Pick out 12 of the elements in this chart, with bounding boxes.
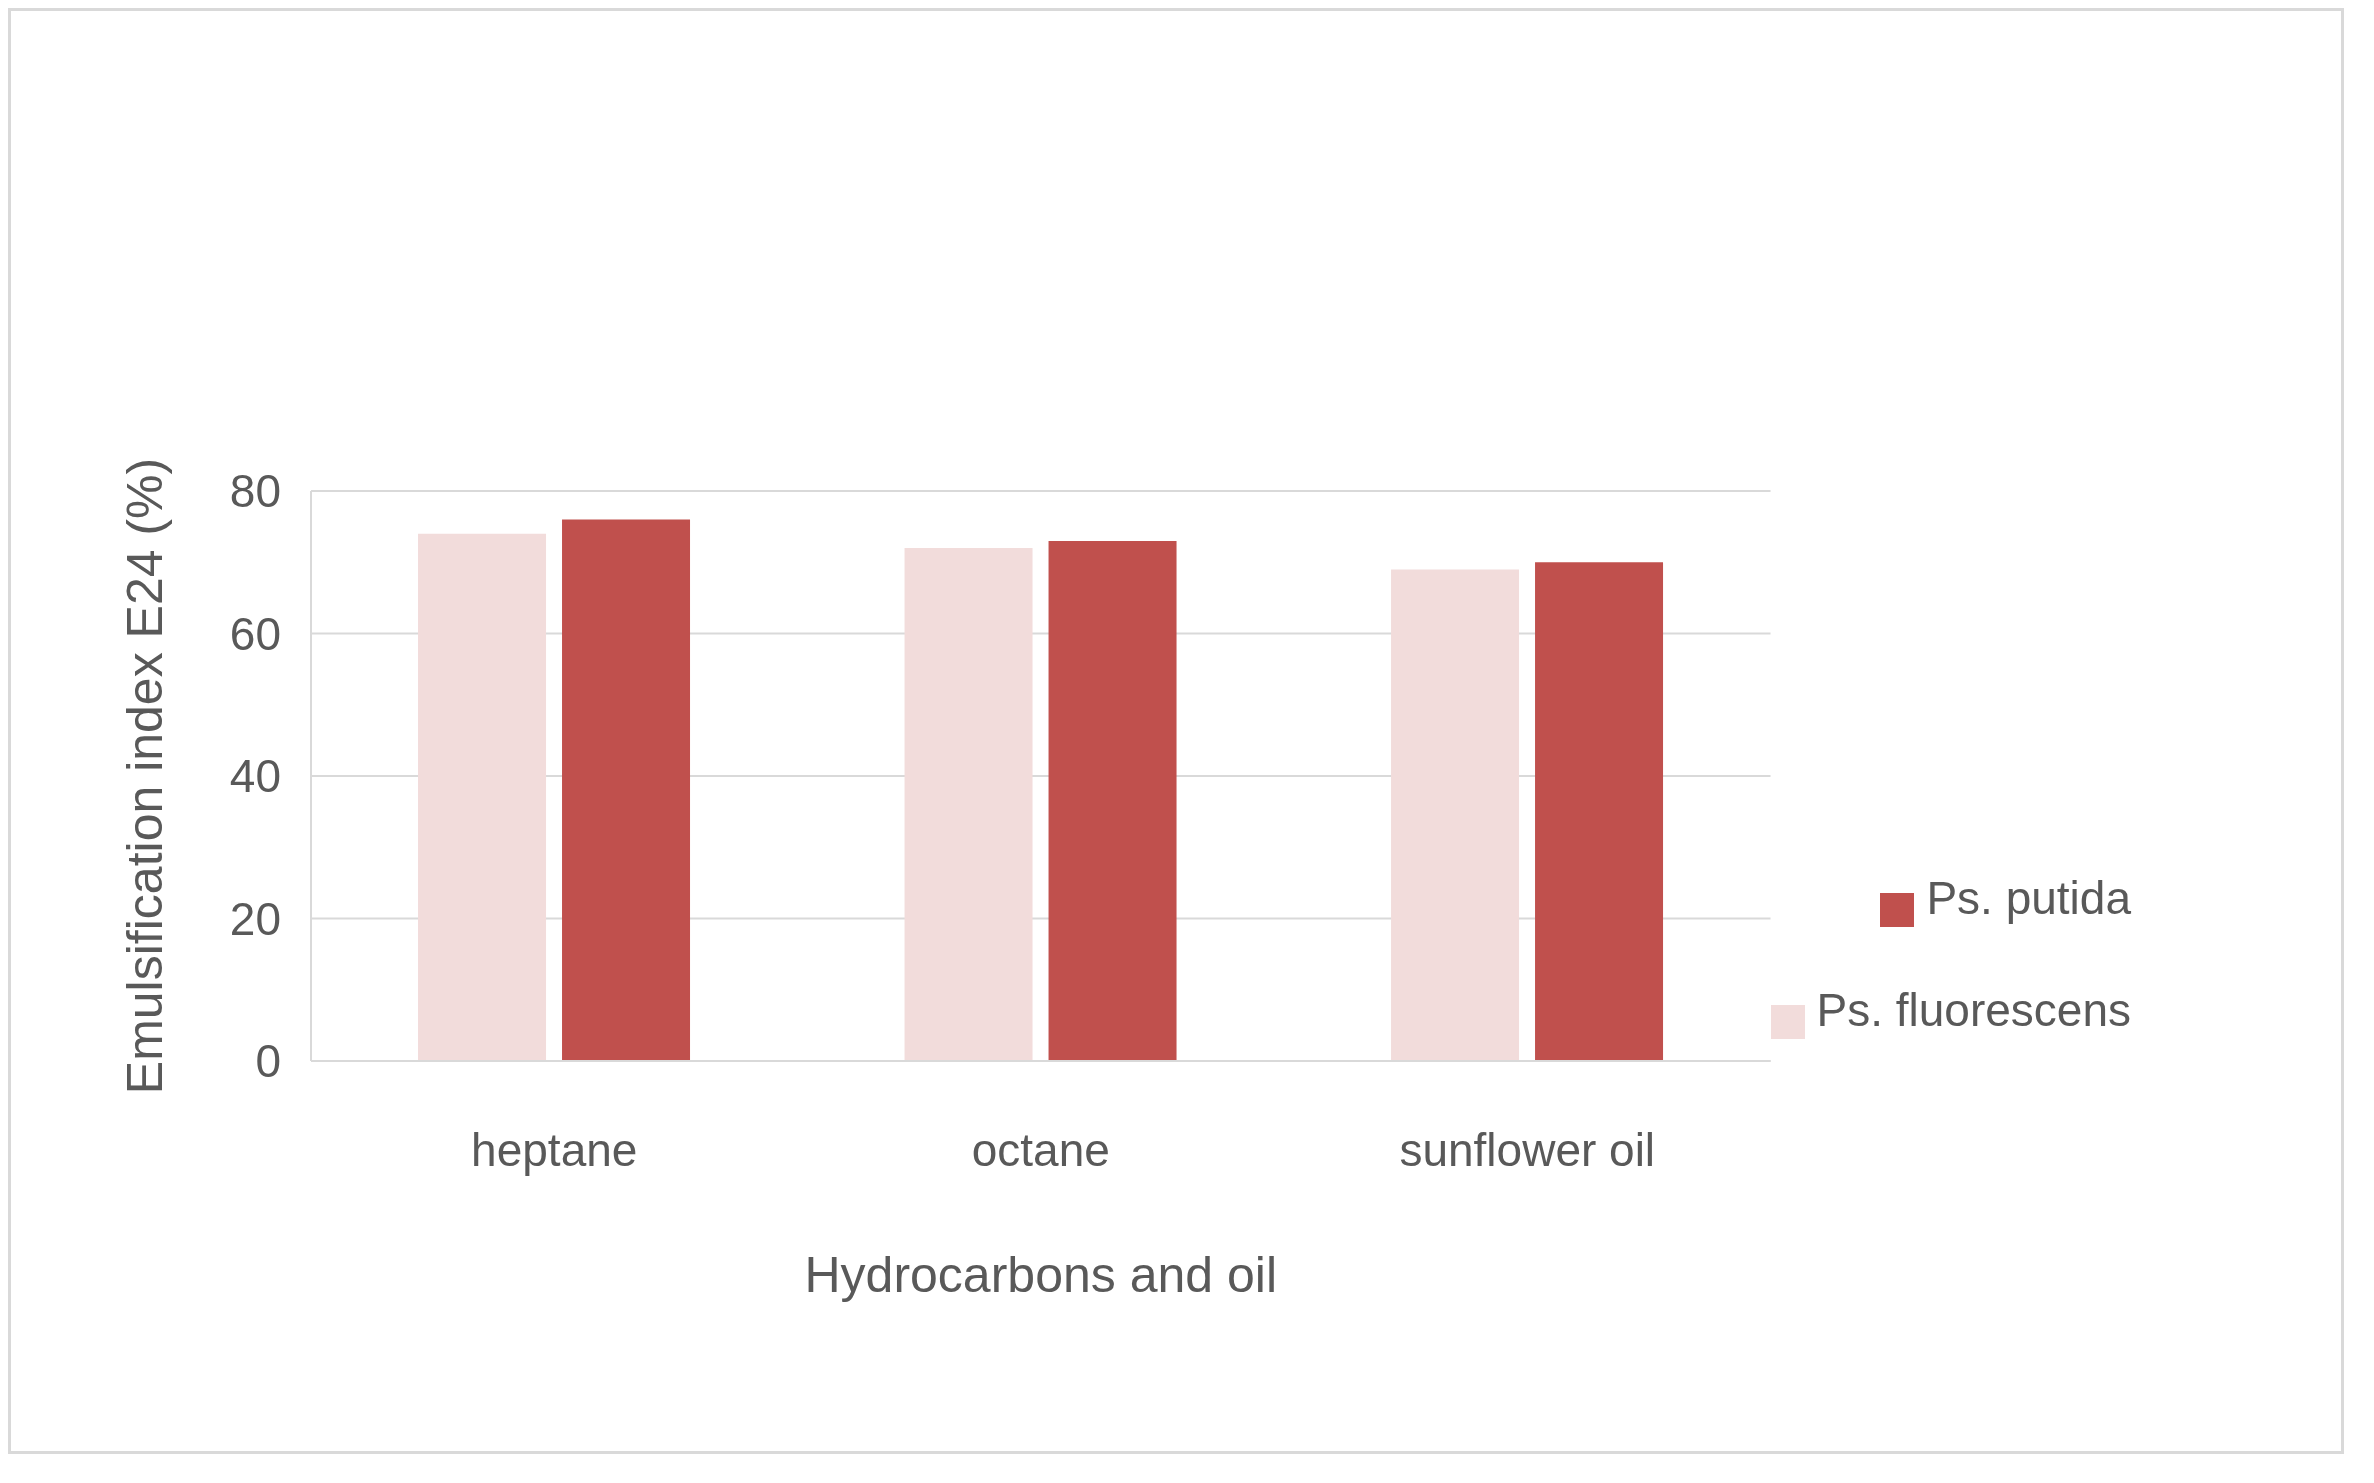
y-tick-label: 40: [229, 750, 281, 803]
x-tick-label: octane: [971, 1123, 1110, 1176]
x-axis-title: Hydrocarbons and oil: [804, 1247, 1278, 1303]
y-axis-title: Emulsification index E24 (%): [117, 457, 173, 1095]
legend-label: Ps. putida: [1926, 872, 2131, 924]
x-tick-label: heptane: [471, 1123, 638, 1176]
x-tick-label: sunflower oil: [1399, 1123, 1656, 1176]
legend-label: Ps. fluorescens: [1816, 983, 2131, 1036]
y-tick-label: 60: [229, 607, 281, 660]
y-tick-label: 80: [229, 465, 281, 518]
y-tick-label: 20: [229, 892, 281, 945]
y-tick-label: 0: [255, 1035, 281, 1088]
